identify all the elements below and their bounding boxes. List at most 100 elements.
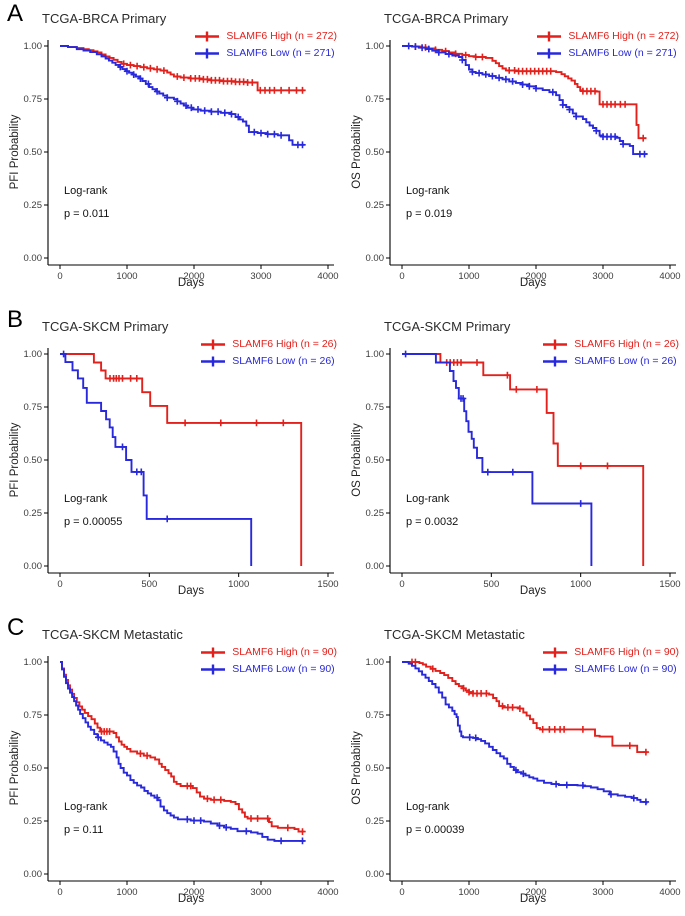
- logrank-label: Log-rank: [64, 185, 108, 197]
- legend-item-low: SLAMF6 Low (n = 271): [536, 47, 677, 59]
- y-axis-title: PFI Probability: [9, 730, 21, 806]
- logrank-annotation: Log-rank p = 0.11: [64, 796, 107, 842]
- legend-item-low: SLAMF6 Low (n = 26): [200, 355, 335, 367]
- km-panel-skcm-metastatic-pfi: 0.00 0.25 0.50 0.75 1.00 0 1000 2000 3000 4000 TC…: [0, 616, 342, 916]
- svg-text:2000: 2000: [183, 271, 204, 282]
- pvalue-label: p = 0.00039: [406, 824, 465, 836]
- legend-label-high: SLAMF6 High (n = 26): [574, 338, 679, 350]
- svg-text:0.00: 0.00: [24, 253, 43, 264]
- km-panel-brca-os: 0.00 0.25 0.50 0.75 1.00 0 1000 2000 3000 4000 TC…: [342, 0, 684, 300]
- svg-text:4000: 4000: [317, 271, 338, 282]
- km-panel-skcm-primary-os: 0.00 0.25 0.50 0.75 1.00 0 500 1000 1500 TCGA-SK…: [342, 308, 684, 608]
- legend-line-cross-icon: [543, 339, 568, 349]
- svg-text:0: 0: [57, 887, 62, 898]
- km-plot: 0.00 0.25 0.50 0.75 1.00 0 1000 2000 3000 4000: [366, 40, 681, 282]
- x-axis-title: Days: [519, 893, 547, 905]
- km-plot: 0.00 0.25 0.50 0.75 1.00 0 500 1000 1500: [366, 348, 681, 590]
- svg-text:0.00: 0.00: [24, 561, 43, 572]
- svg-text:0.75: 0.75: [366, 94, 385, 105]
- svg-text:0.75: 0.75: [24, 710, 43, 721]
- svg-text:0.25: 0.25: [24, 200, 43, 211]
- panel-title: TCGA-SKCM Primary: [42, 319, 169, 334]
- svg-text:0.75: 0.75: [24, 94, 43, 105]
- panel-letter-a: A: [7, 0, 24, 27]
- legend-line-cross-icon: [543, 356, 568, 366]
- legend-label-low: SLAMF6 Low (n = 271): [568, 47, 677, 59]
- svg-text:0: 0: [399, 271, 404, 282]
- legend-label-low: SLAMF6 Low (n = 26): [574, 355, 677, 367]
- y-axis-title: PFI Probability: [9, 114, 21, 190]
- svg-text:4000: 4000: [659, 271, 680, 282]
- panel-title: TCGA-BRCA Primary: [384, 11, 509, 26]
- svg-text:0: 0: [399, 579, 404, 590]
- y-axis-title: OS Probability: [351, 731, 363, 805]
- svg-text:0.50: 0.50: [366, 147, 385, 158]
- legend-item-high: SLAMF6 High (n = 26): [542, 338, 679, 350]
- legend-line-cross-icon: [543, 664, 568, 674]
- legend: SLAMF6 High (n = 90) SLAMF6 Low (n = 90): [542, 646, 679, 675]
- km-plot: 0.00 0.25 0.50 0.75 1.00 0 1000 2000 3000 4000: [366, 656, 681, 898]
- svg-text:0.75: 0.75: [366, 710, 385, 721]
- svg-text:500: 500: [141, 579, 157, 590]
- logrank-label: Log-rank: [406, 493, 450, 505]
- y-axis-title: OS Probability: [351, 115, 363, 189]
- svg-text:0.50: 0.50: [24, 763, 43, 774]
- svg-text:1000: 1000: [228, 579, 249, 590]
- legend-line-cross-icon: [537, 31, 562, 41]
- legend-item-high: SLAMF6 High (n = 272): [536, 30, 679, 42]
- svg-text:2000: 2000: [183, 887, 204, 898]
- legend-line-cross-icon: [201, 664, 226, 674]
- legend-label-high: SLAMF6 High (n = 272): [568, 30, 679, 42]
- logrank-annotation: Log-rank p = 0.0032: [406, 488, 458, 534]
- legend-line-cross-icon: [195, 31, 220, 41]
- km-panel-skcm-metastatic-os: 0.00 0.25 0.50 0.75 1.00 0 1000 2000 3000 4000 TC…: [342, 616, 684, 916]
- logrank-annotation: Log-rank p = 0.00055: [64, 488, 122, 534]
- x-axis-title: Days: [177, 585, 205, 597]
- svg-text:0.75: 0.75: [24, 402, 43, 413]
- legend-item-high: SLAMF6 High (n = 26): [200, 338, 337, 350]
- svg-text:3000: 3000: [250, 271, 271, 282]
- legend: SLAMF6 High (n = 26) SLAMF6 Low (n = 26): [542, 338, 679, 367]
- legend-label-low: SLAMF6 Low (n = 90): [574, 663, 677, 675]
- svg-text:1.00: 1.00: [366, 41, 385, 52]
- legend-label-low: SLAMF6 Low (n = 271): [226, 47, 335, 59]
- svg-text:0: 0: [57, 579, 62, 590]
- legend-label-high: SLAMF6 High (n = 90): [232, 646, 337, 658]
- legend: SLAMF6 High (n = 272) SLAMF6 Low (n = 27…: [194, 30, 337, 59]
- svg-text:2000: 2000: [525, 271, 546, 282]
- logrank-label: Log-rank: [406, 185, 450, 197]
- legend-item-low: SLAMF6 Low (n = 90): [542, 663, 677, 675]
- panel-letter-c: C: [7, 614, 25, 641]
- x-axis-title: Days: [519, 277, 547, 289]
- pvalue-label: p = 0.011: [64, 208, 110, 220]
- legend-line-cross-icon: [543, 647, 568, 657]
- svg-text:2000: 2000: [525, 887, 546, 898]
- legend-label-high: SLAMF6 High (n = 90): [574, 646, 679, 658]
- svg-text:0.25: 0.25: [366, 508, 385, 519]
- legend-item-low: SLAMF6 Low (n = 26): [542, 355, 677, 367]
- legend: SLAMF6 High (n = 272) SLAMF6 Low (n = 27…: [536, 30, 679, 59]
- svg-text:1500: 1500: [317, 579, 338, 590]
- logrank-label: Log-rank: [406, 801, 450, 813]
- svg-text:1000: 1000: [116, 271, 137, 282]
- legend-label-high: SLAMF6 High (n = 272): [226, 30, 337, 42]
- y-axis-title: PFI Probability: [9, 422, 21, 498]
- svg-text:0.00: 0.00: [366, 869, 385, 880]
- svg-text:3000: 3000: [592, 271, 613, 282]
- svg-text:1500: 1500: [659, 579, 680, 590]
- panel-title: TCGA-BRCA Primary: [42, 11, 167, 26]
- svg-text:0.25: 0.25: [24, 816, 43, 827]
- pvalue-label: p = 0.00055: [64, 516, 123, 528]
- svg-text:0.50: 0.50: [24, 147, 43, 158]
- svg-text:1.00: 1.00: [366, 349, 385, 360]
- svg-text:0.50: 0.50: [366, 763, 385, 774]
- legend-item-high: SLAMF6 High (n = 90): [542, 646, 679, 658]
- svg-text:1000: 1000: [458, 271, 479, 282]
- legend-line-cross-icon: [201, 356, 226, 366]
- legend-line-cross-icon: [537, 48, 562, 58]
- svg-text:1000: 1000: [570, 579, 591, 590]
- svg-text:4000: 4000: [659, 887, 680, 898]
- svg-text:3000: 3000: [592, 887, 613, 898]
- logrank-annotation: Log-rank p = 0.00039: [406, 796, 464, 842]
